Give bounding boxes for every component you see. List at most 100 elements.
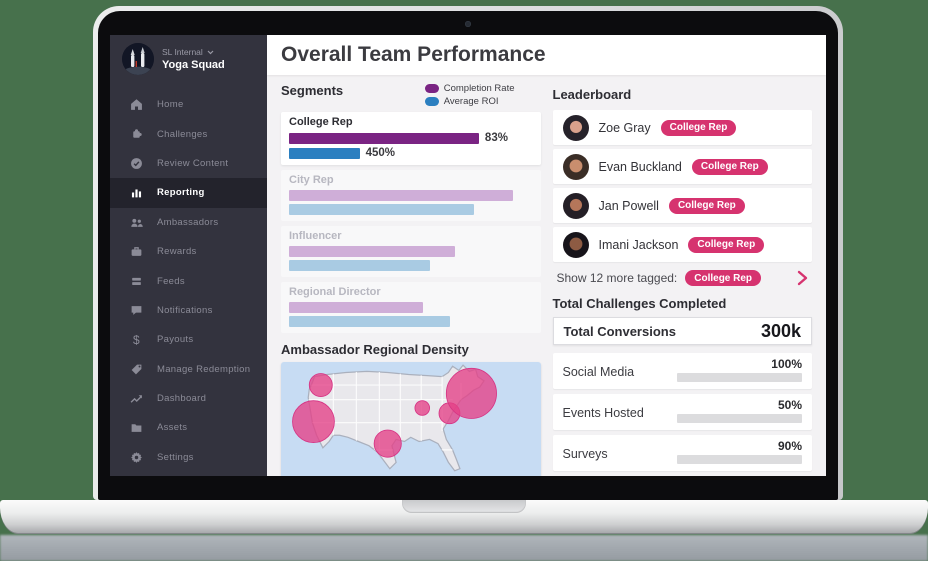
sidebar-item-reporting[interactable]: Reporting <box>110 178 267 208</box>
challenge-percent: 50% <box>777 398 802 412</box>
workspace-label: SL Internal <box>162 47 203 57</box>
chevron-right-icon[interactable] <box>797 270 808 286</box>
chevron-down-icon <box>207 50 214 54</box>
page-title: Overall Team Performance <box>281 43 546 66</box>
sidebar-item-notifications[interactable]: Notifications <box>110 296 267 325</box>
sidebar-item-label: Review Content <box>157 157 229 169</box>
sidebar-item-label: Payouts <box>157 334 194 346</box>
segment-group-regional-director[interactable]: Regional Director <box>281 282 541 333</box>
us-outline <box>307 364 485 472</box>
density-bubble <box>445 367 497 419</box>
segment-label: Influencer <box>289 230 342 242</box>
density-map <box>281 362 541 476</box>
sidebar-item-rewards[interactable]: Rewards <box>110 237 267 266</box>
leaderboard-row[interactable]: Evan Buckland College Rep <box>552 149 812 184</box>
laptop-reflection <box>0 535 928 561</box>
sidebar-item-label: Dashboard <box>157 393 207 405</box>
challenge-label: Social Media <box>562 365 635 379</box>
sidebar-item-payouts[interactable]: $ Payouts <box>110 325 267 354</box>
bar-chart-icon <box>131 189 142 198</box>
density-heading: Ambassador Regional Density <box>281 342 469 357</box>
dashboard-grid: Segments Completion Rate Average ROI <box>267 75 826 476</box>
completion-bar <box>289 132 479 144</box>
segment-group-city-rep[interactable]: City Rep <box>281 170 541 221</box>
sidebar-item-review-content[interactable]: Review Content <box>110 149 267 178</box>
total-conversions-value: 300k <box>760 320 801 341</box>
tag-badge[interactable]: College Rep <box>688 236 765 253</box>
segment-group-influencer[interactable]: Influencer <box>281 226 541 277</box>
sidebar-item-dashboard[interactable]: Dashboard <box>110 384 267 413</box>
density-bubble <box>414 400 430 416</box>
sidebar-item-home[interactable]: Home <box>110 90 267 119</box>
svg-text:$: $ <box>133 333 140 346</box>
sidebar-item-label: Settings <box>157 451 194 463</box>
tag-badge[interactable]: College Rep <box>668 197 745 214</box>
show-more-label: Show 12 more tagged: <box>556 271 678 285</box>
screen-bezel: SL Internal Yoga Squad Home Challenges <box>98 11 838 500</box>
sidebar-item-label: Manage Redemption <box>157 363 251 375</box>
page-header: Overall Team Performance <box>267 35 826 75</box>
workspace-switcher[interactable]: SL Internal Yoga Squad <box>110 35 267 85</box>
avatar <box>562 153 589 180</box>
tag-badge[interactable]: College Rep <box>685 270 762 286</box>
progress-track <box>677 414 802 423</box>
leaderboard-row[interactable]: Imani Jackson College Rep <box>552 227 812 262</box>
roi-bar-row <box>289 260 533 271</box>
sidebar-item-ambassadors[interactable]: Ambassadors <box>110 208 267 237</box>
workspace-name[interactable]: SL Internal <box>162 47 225 57</box>
avatar <box>562 114 589 141</box>
leaderboard-row[interactable]: Zoe Gray College Rep <box>552 110 812 145</box>
completion-bar-row <box>289 302 533 313</box>
sidebar-item-label: Home <box>157 99 184 111</box>
rocket-avatar-icon <box>122 43 154 75</box>
sidebar-item-challenges[interactable]: Challenges <box>110 119 267 148</box>
folder-icon <box>131 424 142 433</box>
sidebar-item-label: Assets <box>157 422 188 434</box>
member-name: Zoe Gray <box>598 120 651 135</box>
density-bubble <box>308 373 333 397</box>
tag-icon <box>131 364 142 375</box>
sidebar-item-label: Challenges <box>157 128 208 140</box>
segment-group-college-rep[interactable]: College Rep 83% 450% <box>281 112 541 165</box>
challenge-row-events-hosted: Events Hosted 50% <box>552 394 812 430</box>
completion-bar <box>289 246 455 257</box>
legend-completion-rate: Completion Rate <box>424 83 515 94</box>
completion-bar <box>289 302 423 313</box>
right-column: Leaderboard Zoe Gray College Rep Evan Bu… <box>552 80 813 476</box>
leaderboard-row[interactable]: Jan Powell College Rep <box>552 188 812 223</box>
sidebar: SL Internal Yoga Squad Home Challenges <box>110 35 267 476</box>
laptop-screen: SL Internal Yoga Squad Home Challenges <box>93 6 843 500</box>
density-bubbles <box>292 367 497 458</box>
avatar <box>562 231 589 258</box>
tag-badge[interactable]: College Rep <box>691 158 768 175</box>
density-bubble <box>373 429 402 458</box>
sidebar-item-assets[interactable]: Assets <box>110 413 267 442</box>
chart-legend: Completion Rate Average ROI <box>424 83 541 107</box>
challenge-row-social-media: Social Media 100% <box>552 353 812 389</box>
left-column: Segments Completion Rate Average ROI <box>281 80 541 476</box>
roi-bar <box>289 204 475 215</box>
dashboard-app: SL Internal Yoga Squad Home Challenges <box>110 35 826 476</box>
puzzle-icon <box>133 128 142 138</box>
challenges-heading: Total Challenges Completed <box>552 296 727 311</box>
show-more-row[interactable]: Show 12 more tagged: College Rep <box>553 270 813 286</box>
completion-bar-row <box>289 246 533 257</box>
roi-bar-row <box>289 316 533 327</box>
legend-label: Completion Rate <box>443 83 515 94</box>
completion-bar-row: 83% <box>289 132 533 144</box>
sidebar-item-feeds[interactable]: Feeds <box>110 266 267 295</box>
webcam-dot <box>465 21 471 27</box>
sidebar-item-label: Rewards <box>157 246 197 258</box>
sidebar-item-manage-redemption[interactable]: Manage Redemption <box>110 355 267 384</box>
chat-bubble-icon <box>131 306 142 315</box>
progress-track <box>677 373 802 382</box>
briefcase-icon <box>131 247 142 256</box>
team-name: Yoga Squad <box>162 59 225 71</box>
sidebar-item-settings[interactable]: Settings <box>110 443 267 472</box>
roi-value: 450% <box>365 147 396 159</box>
team-avatar <box>122 43 154 75</box>
completion-rate-swatch <box>424 84 439 93</box>
sidebar-item-label: Reporting <box>157 187 205 199</box>
completion-bar-row <box>289 190 533 201</box>
tag-badge[interactable]: College Rep <box>660 119 737 136</box>
